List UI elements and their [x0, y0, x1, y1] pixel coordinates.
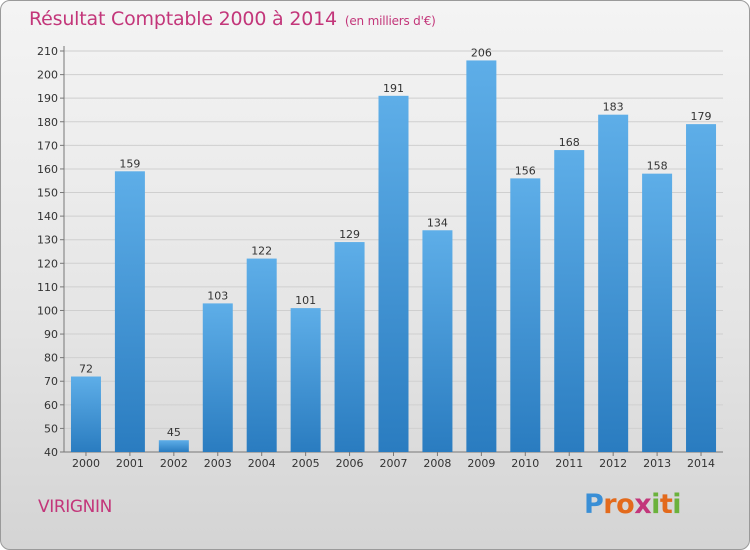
bar	[246, 258, 277, 452]
bar	[466, 60, 497, 452]
chart-subtitle: (en milliers d'€)	[344, 14, 436, 28]
x-tick-label: 2002	[160, 457, 188, 470]
logo-letter: t	[659, 489, 673, 520]
y-tick-label: 100	[37, 304, 58, 317]
bar	[554, 150, 585, 452]
bar-value-label: 134	[427, 216, 448, 229]
bar	[686, 124, 717, 452]
x-tick-label: 2000	[72, 457, 100, 470]
bar	[642, 173, 673, 453]
x-tick-label: 2003	[204, 457, 232, 470]
y-tick-label: 50	[44, 422, 58, 435]
y-tick-label: 70	[44, 375, 58, 388]
logo-letter: i	[651, 489, 660, 520]
x-tick-label: 2011	[555, 457, 583, 470]
y-tick-label: 90	[44, 328, 58, 341]
logo-letter: o	[616, 489, 635, 520]
bar-value-label: 101	[295, 294, 316, 307]
bar-value-label: 183	[603, 101, 624, 114]
bar	[158, 440, 189, 452]
bar-value-label: 158	[647, 160, 668, 173]
bar-value-label: 103	[207, 289, 228, 302]
x-tick-label: 2007	[380, 457, 408, 470]
chart-title-text: Résultat Comptable 2000 à 2014	[29, 8, 337, 30]
bar	[598, 114, 629, 452]
bar-value-label: 156	[515, 164, 536, 177]
x-tick-label: 2010	[511, 457, 539, 470]
commune-name: VIRIGNIN	[38, 497, 112, 517]
y-tick-label: 80	[44, 352, 58, 365]
y-tick-label: 140	[37, 210, 58, 223]
y-tick-label: 150	[37, 187, 58, 200]
bar-value-label: 206	[471, 46, 492, 59]
x-tick-label: 2006	[336, 457, 364, 470]
bar	[378, 95, 409, 452]
bar	[290, 308, 321, 452]
logo-letter: r	[603, 489, 617, 520]
bar-value-label: 122	[251, 245, 272, 258]
logo-letter: x	[634, 489, 652, 520]
bar-value-label: 45	[167, 426, 181, 439]
y-tick-label: 40	[44, 446, 58, 459]
y-tick-label: 190	[37, 92, 58, 105]
bar-value-label: 191	[383, 82, 404, 95]
y-tick-label: 210	[37, 45, 58, 58]
x-tick-label: 2013	[643, 457, 671, 470]
y-tick-label: 110	[37, 281, 58, 294]
y-tick-label: 200	[37, 69, 58, 82]
bar-value-label: 72	[79, 363, 93, 376]
logo-letter: P	[584, 489, 604, 520]
proxiti-logo[interactable]: Proxiti	[584, 489, 682, 520]
y-tick-label: 130	[37, 234, 58, 247]
x-tick-label: 2012	[599, 457, 627, 470]
y-tick-label: 170	[37, 139, 58, 152]
bar	[70, 376, 101, 452]
x-tick-label: 2009	[467, 457, 495, 470]
x-tick-label: 2005	[292, 457, 320, 470]
bar	[114, 171, 145, 453]
bar	[202, 303, 233, 452]
logo-letter: i	[672, 489, 682, 520]
y-tick-label: 120	[37, 257, 58, 270]
y-tick-label: 60	[44, 399, 58, 412]
bar-value-label: 168	[559, 136, 580, 149]
bar	[422, 230, 453, 452]
bar-value-label: 159	[119, 157, 140, 170]
bar	[334, 242, 365, 452]
chart-title: Résultat Comptable 2000 à 2014 (en millie…	[29, 8, 436, 30]
y-tick-label: 180	[37, 116, 58, 129]
bar-value-label: 179	[691, 110, 712, 123]
x-tick-label: 2004	[248, 457, 276, 470]
bar-value-label: 129	[339, 228, 360, 241]
x-tick-label: 2014	[687, 457, 715, 470]
bar	[510, 178, 541, 452]
x-tick-label: 2001	[116, 457, 144, 470]
y-tick-label: 160	[37, 163, 58, 176]
x-tick-label: 2008	[423, 457, 451, 470]
